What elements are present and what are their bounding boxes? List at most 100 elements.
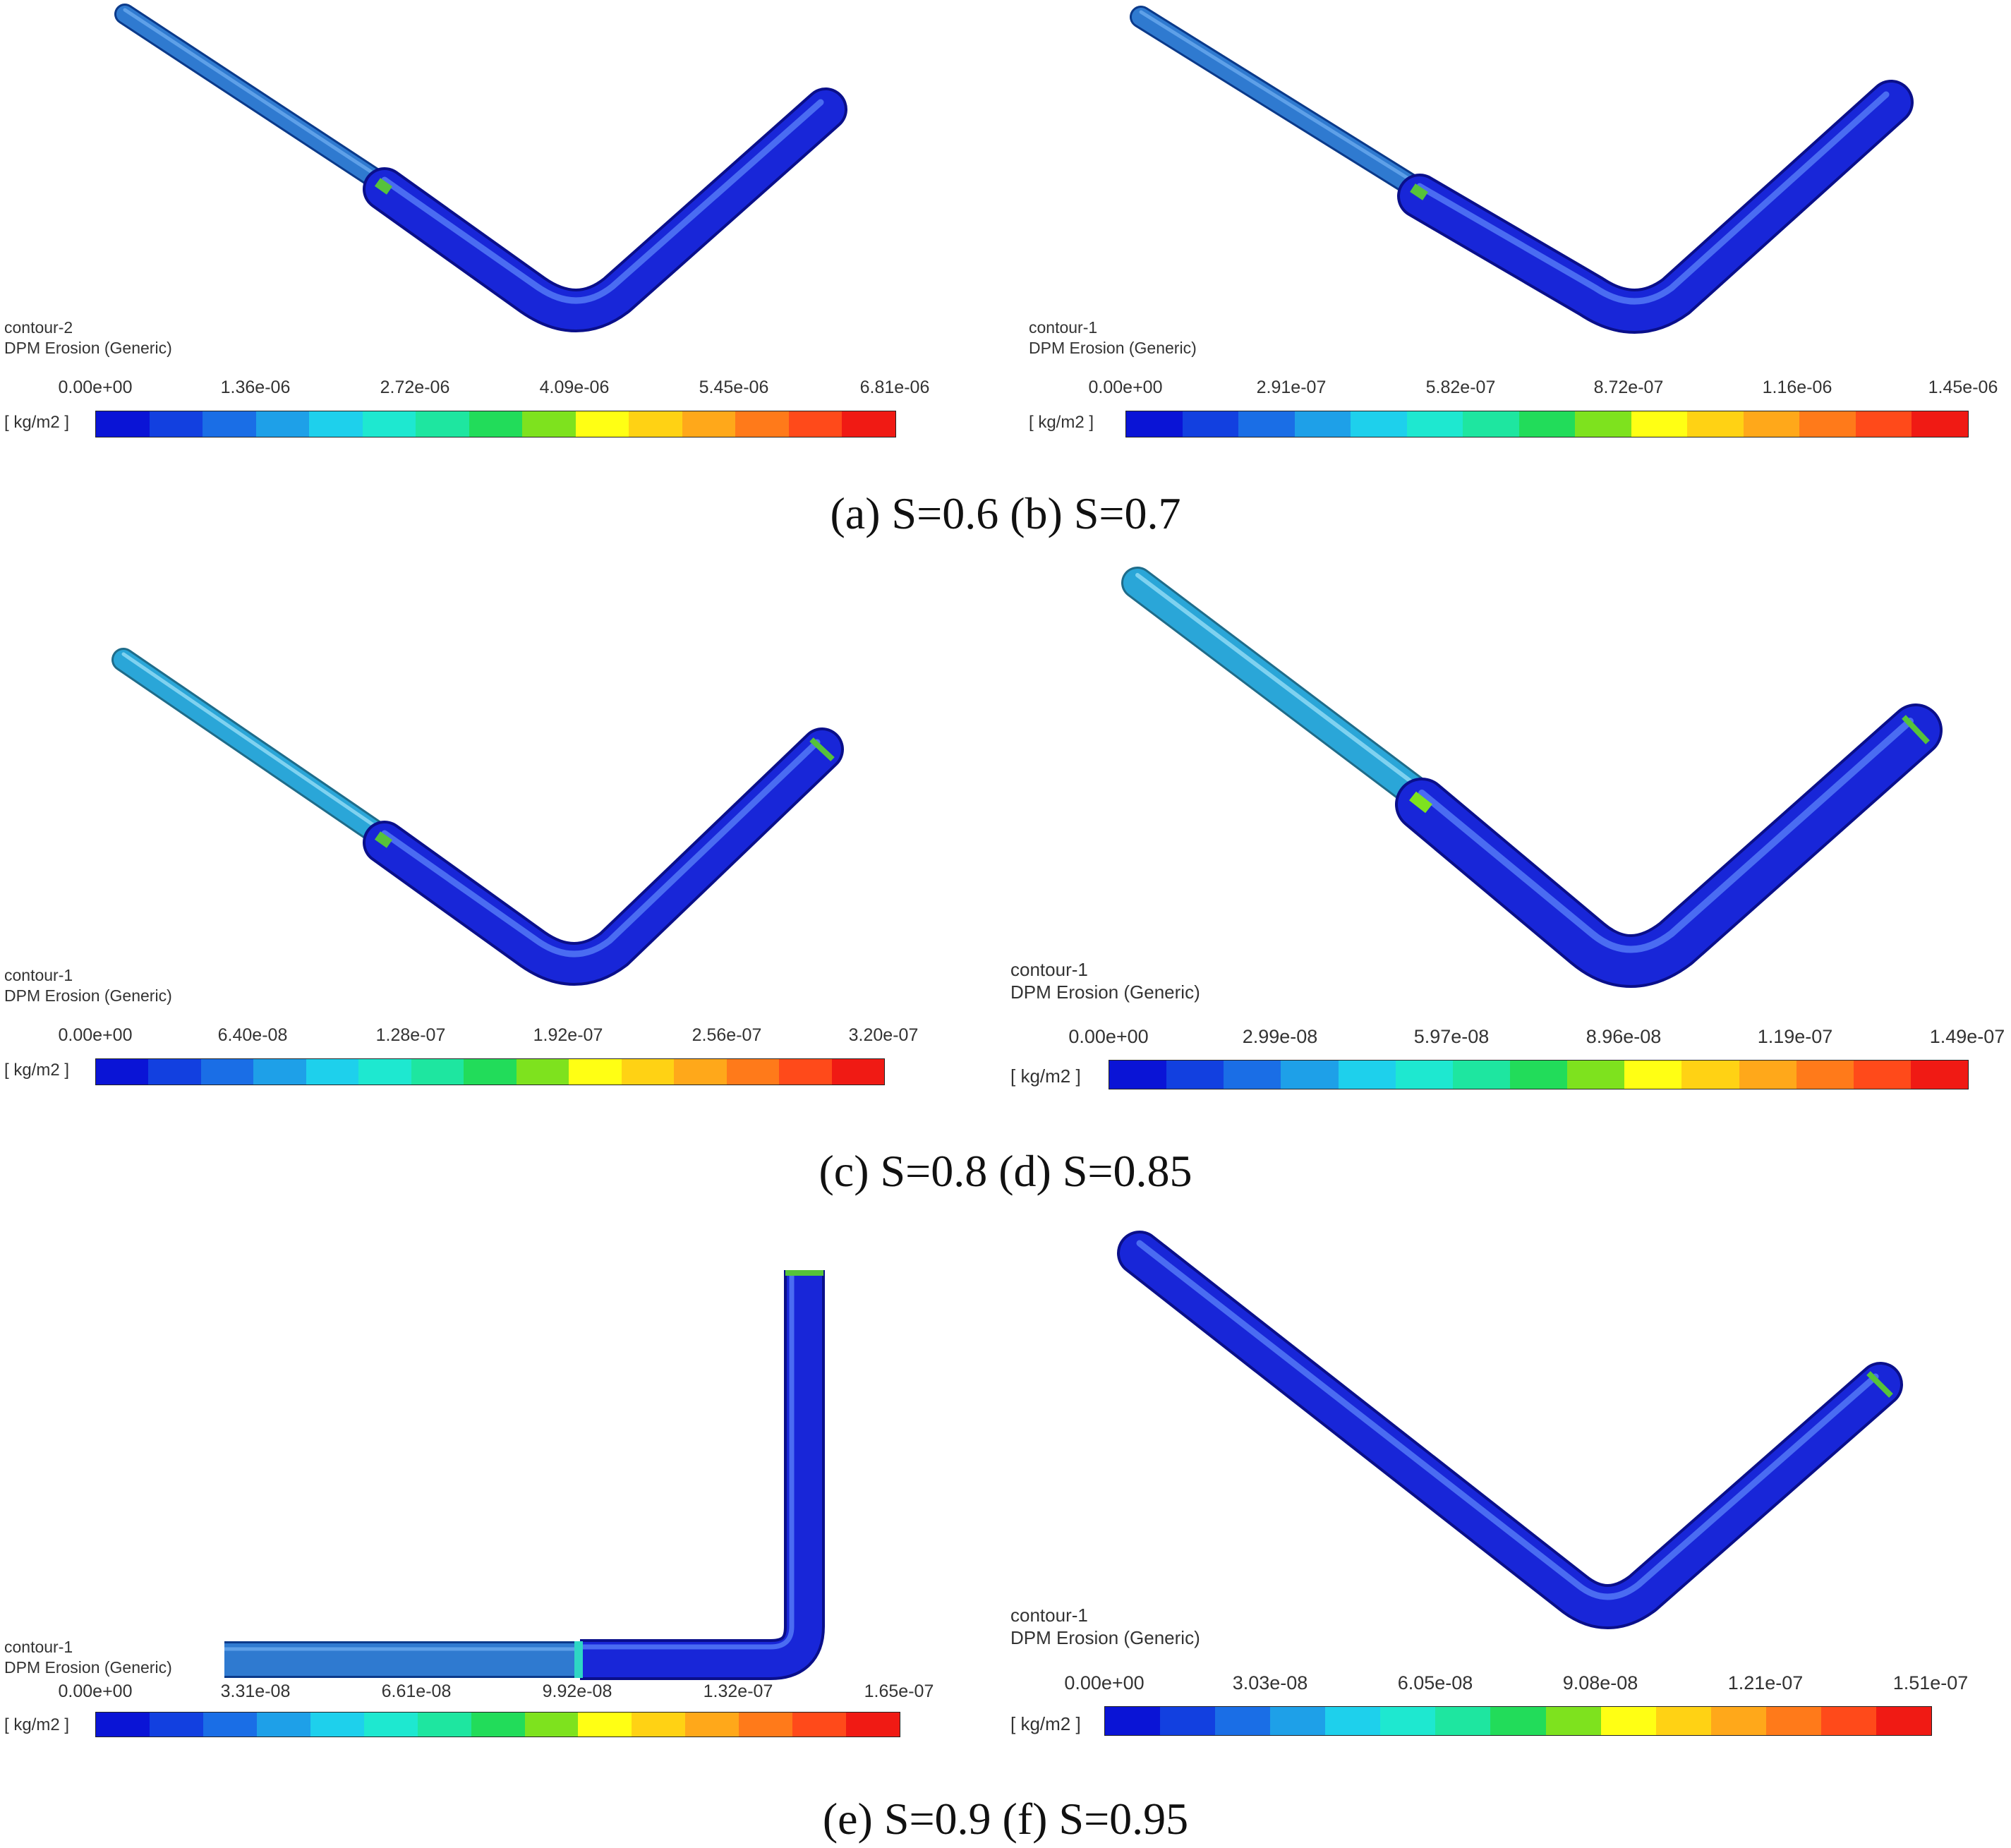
tick-labels: 0.00e+00 2.91e-07 5.82e-07 8.72e-07 1.16…	[1009, 377, 2011, 398]
colorbar-segment	[621, 1059, 675, 1085]
colorbar-segment	[149, 1713, 203, 1737]
colorbar-segment	[1380, 1707, 1436, 1735]
contour-title-f: contour-1 DPM Erosion (Generic)	[1010, 1604, 1200, 1649]
tick-label: 1.65e-07	[864, 1681, 934, 1701]
junction-ring-a	[374, 178, 393, 195]
colorbar-segment	[735, 411, 789, 437]
colorbar-segment	[685, 1713, 739, 1737]
colorbar-segment	[1351, 411, 1407, 437]
colorbar-segment	[842, 411, 895, 437]
colorbar-segment	[1160, 1707, 1216, 1735]
outlet-ring-d	[1902, 715, 1930, 744]
tick-labels: 0.00e+00 3.31e-08 6.61e-08 9.92e-08 1.32…	[0, 1681, 1002, 1702]
colorbar-segment	[1452, 1061, 1510, 1089]
unit-label: [ kg/m2 ]	[4, 1715, 70, 1734]
colorbar-legend-a: 0.00e+00 1.36e-06 2.72e-06 4.09e-06 5.45…	[0, 377, 1002, 440]
colorbar-segment	[1567, 1061, 1625, 1089]
caption-row-3: (e) S=0.9 (f) S=0.95	[822, 1794, 1189, 1844]
colorbar-segment	[1820, 1707, 1876, 1735]
outlet-ring-f	[1866, 1371, 1893, 1398]
tick-label: 2.72e-06	[380, 378, 450, 397]
colorbar	[1125, 411, 1969, 437]
contour-name: contour-1	[1029, 318, 1098, 337]
colorbar-segment	[203, 411, 256, 437]
colorbar-segment	[1224, 1061, 1281, 1089]
tick-label: 1.51e-07	[1892, 1672, 1969, 1693]
main-pipe-e	[580, 1270, 825, 1680]
colorbar-segment	[306, 1059, 359, 1085]
contour-title-e: contour-1 DPM Erosion (Generic)	[4, 1637, 172, 1678]
colorbar-segment	[739, 1713, 793, 1737]
colorbar-segment	[779, 1059, 832, 1085]
colorbar-segment	[1765, 1707, 1821, 1735]
contour-name: contour-1	[4, 1638, 73, 1656]
contour-name: contour-1	[1010, 1605, 1088, 1626]
colorbar	[95, 411, 896, 437]
colorbar-segment	[1294, 411, 1351, 437]
contour-name: contour-1	[4, 966, 73, 984]
colorbar-segment	[1624, 1061, 1682, 1089]
caption-row-1: (a) S=0.6 (b) S=0.7	[830, 488, 1181, 538]
tick-label: 0.00e+00	[1064, 1672, 1145, 1693]
colorbar-legend-c: 0.00e+00 6.40e-08 1.28e-07 1.92e-07 2.56…	[0, 1025, 1002, 1088]
colorbar-segment	[1518, 411, 1576, 437]
pipe-geometry-a	[114, 4, 847, 332]
unit-label: [ kg/m2 ]	[1010, 1713, 1081, 1734]
colorbar	[95, 1058, 885, 1085]
tick-label: 1.92e-07	[533, 1025, 603, 1045]
pipe-geometry-e	[224, 1270, 825, 1680]
colorbar-segment	[96, 411, 150, 437]
colorbar-segment	[256, 1713, 310, 1737]
colorbar-segment	[309, 411, 363, 437]
tick-label: 3.31e-08	[220, 1681, 291, 1701]
colorbar-segment	[417, 1713, 471, 1737]
colorbar-segment	[1490, 1707, 1546, 1735]
contour-variable: DPM Erosion (Generic)	[4, 1658, 172, 1677]
colorbar-legend-d: 0.00e+00 2.99e-08 5.97e-08 8.96e-08 1.19…	[1009, 1026, 2011, 1097]
tick-labels: 0.00e+00 3.03e-08 6.05e-08 9.08e-08 1.21…	[1009, 1672, 2011, 1693]
tick-label: 4.09e-06	[539, 378, 610, 397]
colorbar-segment	[363, 1713, 418, 1737]
colorbar-segment	[358, 1059, 411, 1085]
colorbar-segment	[1855, 411, 1912, 437]
tick-label: 6.05e-08	[1397, 1672, 1473, 1693]
colorbar-segment	[1545, 1707, 1601, 1735]
tick-label: 9.08e-08	[1562, 1672, 1638, 1693]
tick-label: 8.96e-08	[1586, 1026, 1662, 1047]
colorbar-segment	[629, 411, 682, 437]
colorbar-segment	[1912, 411, 1968, 437]
colorbar-segment	[310, 1713, 364, 1737]
tick-label: 6.81e-06	[859, 378, 930, 397]
colorbar-segment	[674, 1059, 727, 1085]
unit-label: [ kg/m2 ]	[4, 1061, 70, 1080]
tick-label: 2.99e-08	[1242, 1026, 1318, 1047]
colorbar-segment	[416, 411, 469, 437]
junction-ring-d	[1409, 791, 1432, 814]
colorbar-segment	[253, 1059, 306, 1085]
tick-label: 0.00e+00	[58, 378, 133, 397]
colorbar-segment	[516, 1059, 569, 1085]
main-pipe-c	[363, 727, 844, 986]
colorbar-segment	[469, 411, 523, 437]
contour-variable: DPM Erosion (Generic)	[4, 986, 172, 1005]
contour-name: contour-2	[4, 318, 73, 337]
tick-labels: 0.00e+00 2.99e-08 5.97e-08 8.96e-08 1.19…	[1009, 1026, 2011, 1047]
pipe-geometry-c	[111, 648, 844, 986]
tick-label: 5.82e-07	[1425, 378, 1496, 397]
colorbar-segment	[1215, 1707, 1271, 1735]
pipe-geometry-d	[1121, 567, 1943, 988]
colorbar-segment	[726, 1059, 780, 1085]
main-pipe-b	[1397, 80, 1914, 334]
colorbar-segment	[1710, 1707, 1766, 1735]
tick-label: 0.00e+00	[1068, 1026, 1149, 1047]
tick-label: 9.92e-08	[542, 1681, 612, 1701]
tick-label: 5.97e-08	[1413, 1026, 1490, 1047]
colorbar-segment	[1406, 411, 1463, 437]
tick-label: 0.00e+00	[58, 1681, 133, 1701]
colorbar-segment	[1739, 1061, 1796, 1089]
contour-variable: DPM Erosion (Generic)	[1029, 339, 1197, 357]
colorbar-segment	[1876, 1707, 1931, 1735]
colorbar-segment	[575, 411, 629, 437]
contour-title-a: contour-2 DPM Erosion (Generic)	[4, 318, 172, 358]
panel-f: contour-1 DPM Erosion (Generic) 0.00e+00…	[1009, 1214, 2011, 1750]
